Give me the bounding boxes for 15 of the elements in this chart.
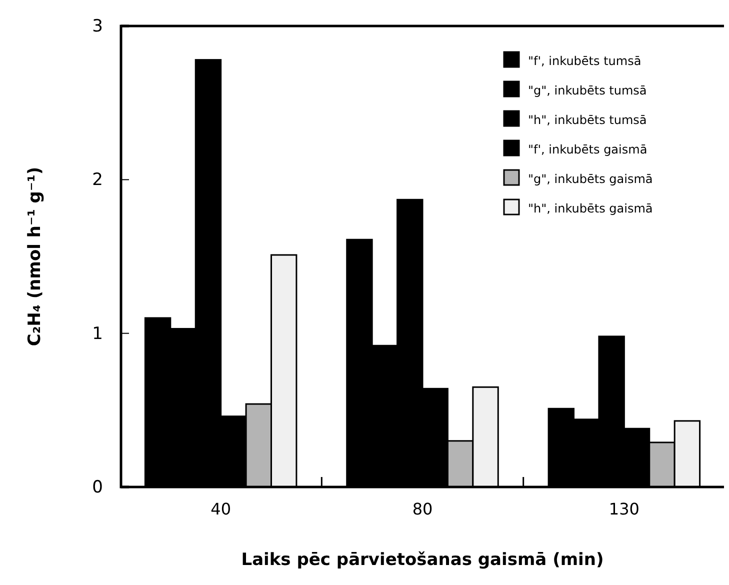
legend-label: "h", inkubēts tumsā bbox=[528, 113, 647, 127]
y-axis-title: C₂H₄ (nmol h⁻¹ g⁻¹) bbox=[25, 166, 45, 346]
y-tick-label: 2 bbox=[92, 170, 103, 190]
x-tick-label: 130 bbox=[608, 499, 640, 518]
x-tick-label: 80 bbox=[412, 499, 433, 518]
legend-label: "f', inkubēts gaismā bbox=[528, 142, 648, 156]
legend-label: "h", inkubēts gaismā bbox=[528, 202, 653, 216]
legend-label: "g", inkubēts gaismā bbox=[528, 172, 653, 186]
legend-label: "f', inkubēts tumsā bbox=[528, 54, 642, 68]
x-tick-label: 40 bbox=[210, 499, 232, 518]
legend-label: "g", inkubēts tumsā bbox=[528, 84, 647, 98]
x-axis-title: Laiks pēc pārvietošanas gaismā (min) bbox=[241, 550, 604, 570]
y-tick-label: 0 bbox=[92, 477, 103, 498]
y-tick-label: 1 bbox=[92, 324, 103, 344]
y-tick-label: 3 bbox=[92, 16, 103, 36]
